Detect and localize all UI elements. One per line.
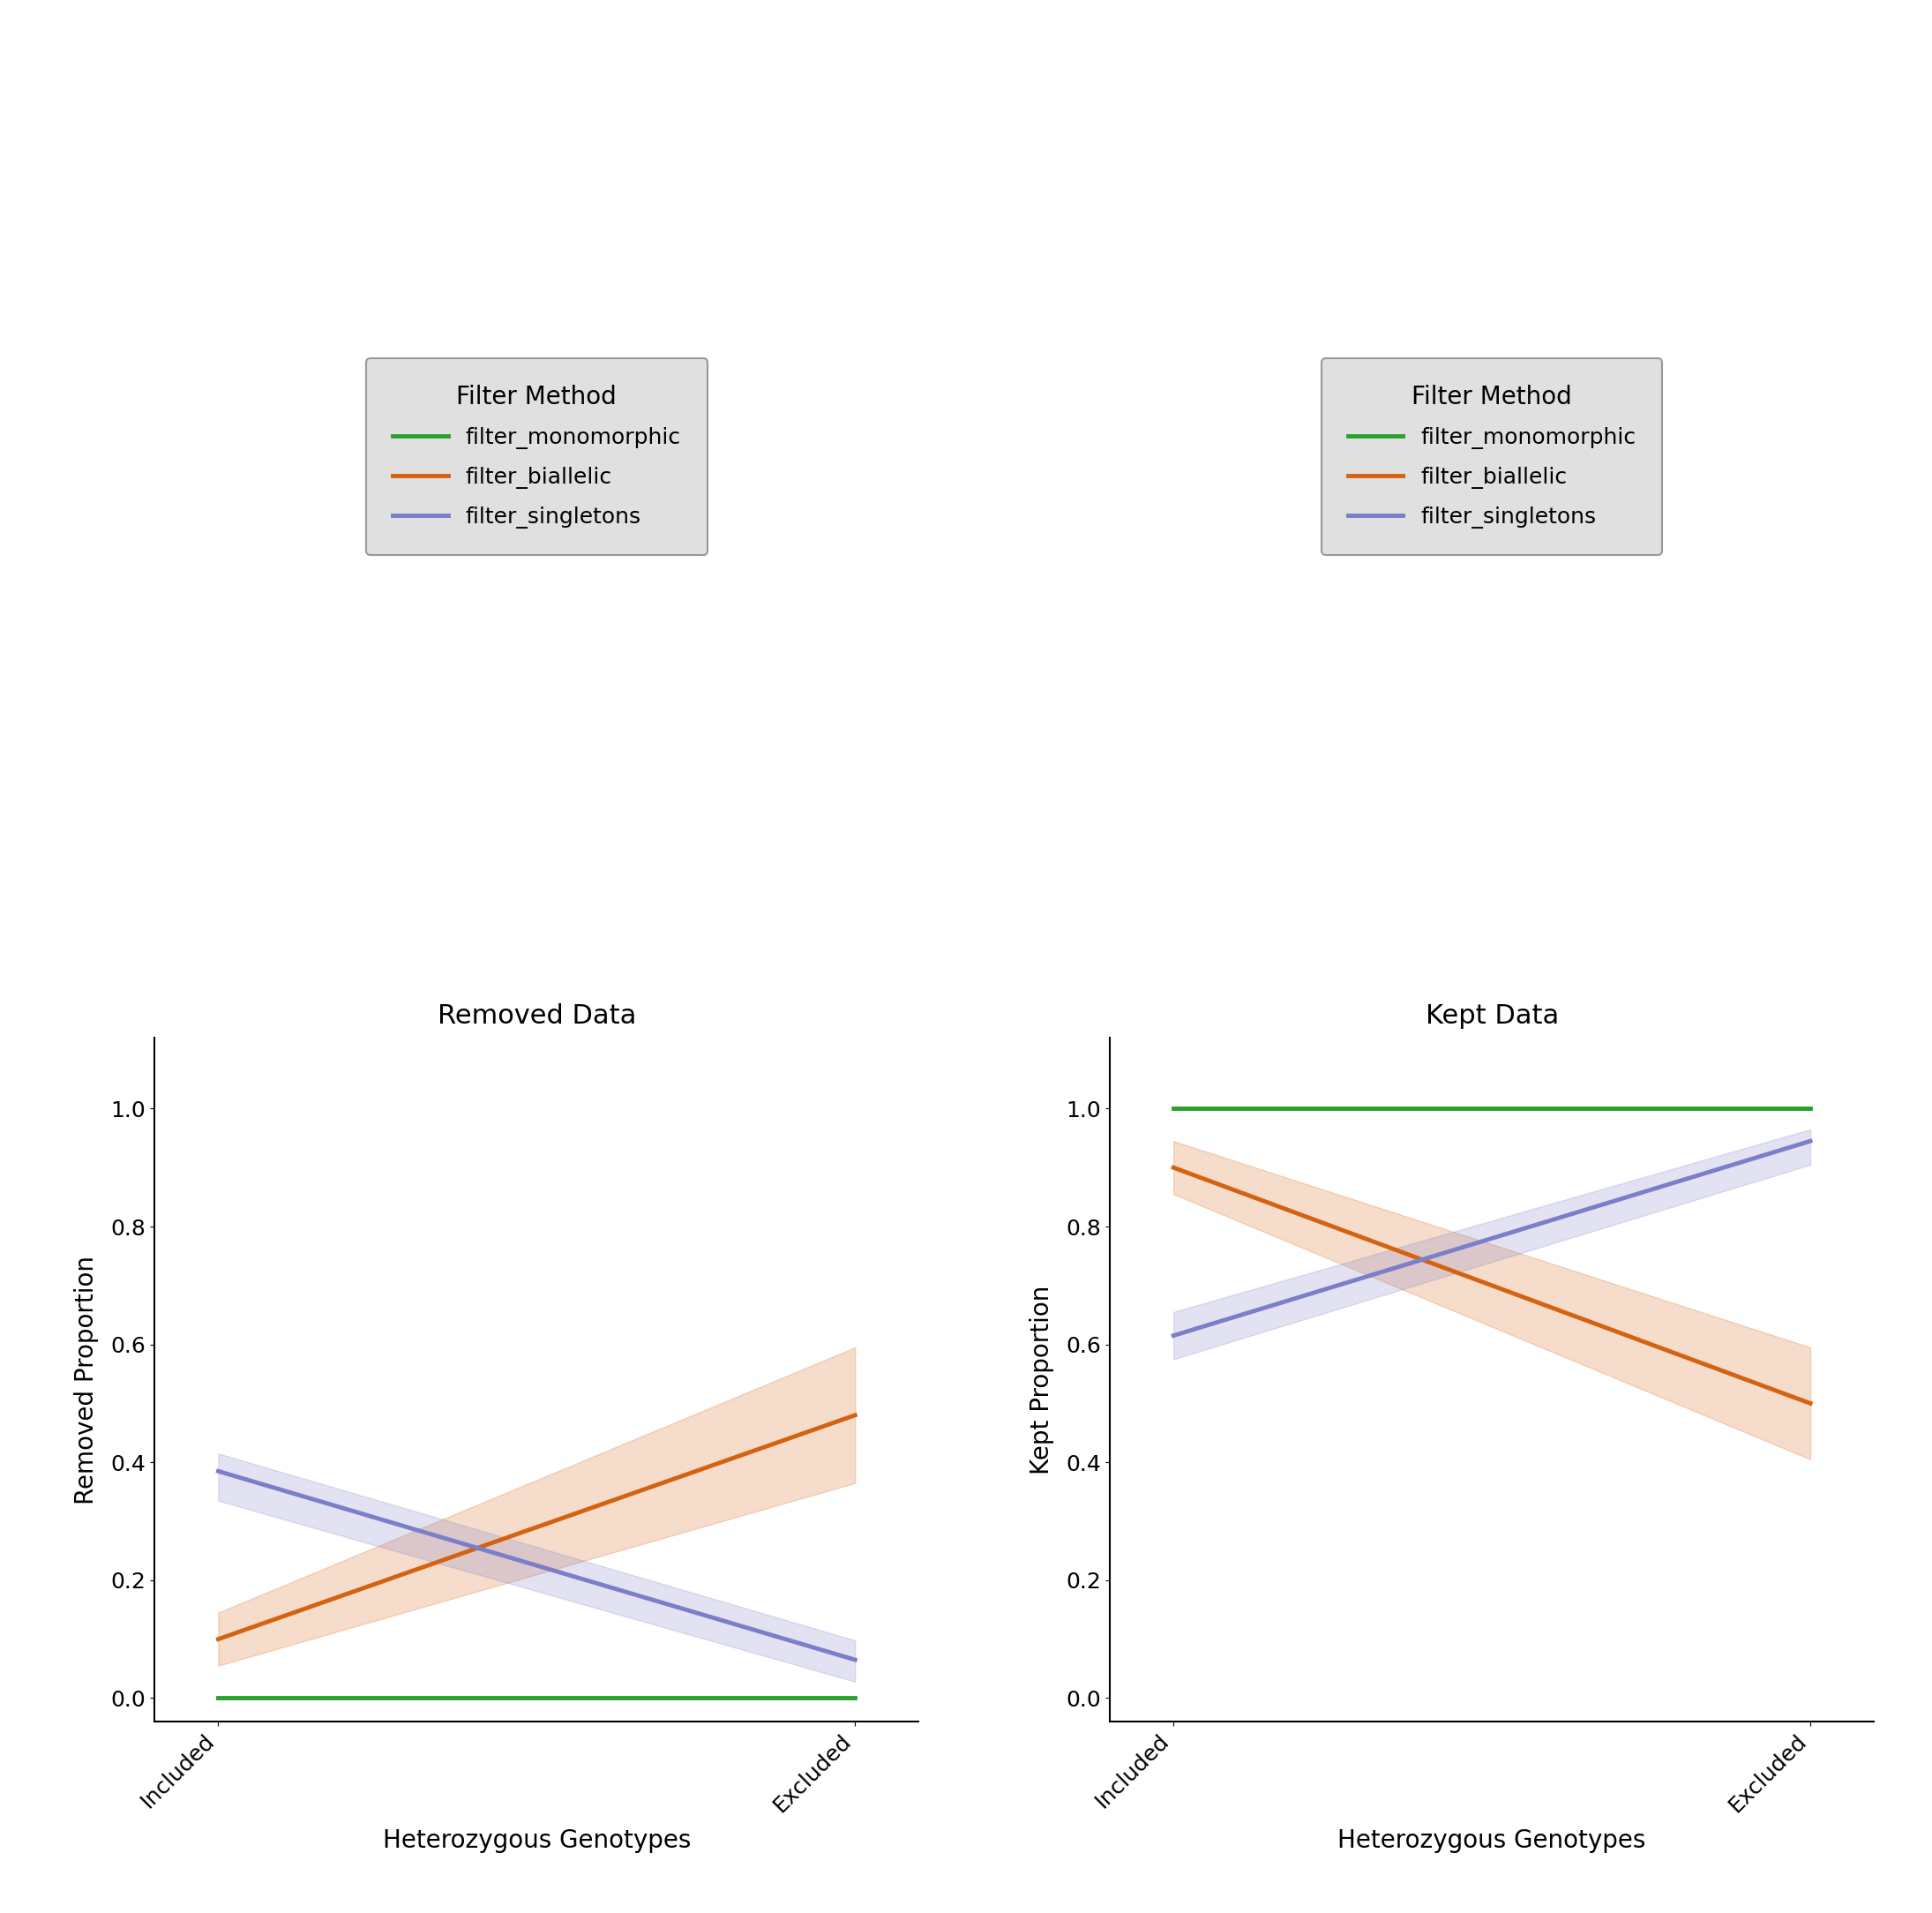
Title: Kept Data: Kept Data — [1426, 1002, 1559, 1029]
X-axis label: Heterozygous Genotypes: Heterozygous Genotypes — [1337, 1829, 1646, 1854]
X-axis label: Heterozygous Genotypes: Heterozygous Genotypes — [383, 1829, 692, 1854]
Legend: filter_monomorphic, filter_biallelic, filter_singletons: filter_monomorphic, filter_biallelic, fi… — [1321, 358, 1662, 555]
Legend: filter_monomorphic, filter_biallelic, filter_singletons: filter_monomorphic, filter_biallelic, fi… — [367, 358, 707, 555]
Y-axis label: Kept Proportion: Kept Proportion — [1030, 1286, 1053, 1475]
Y-axis label: Removed Proportion: Removed Proportion — [73, 1255, 99, 1504]
Title: Removed Data: Removed Data — [437, 1002, 636, 1029]
